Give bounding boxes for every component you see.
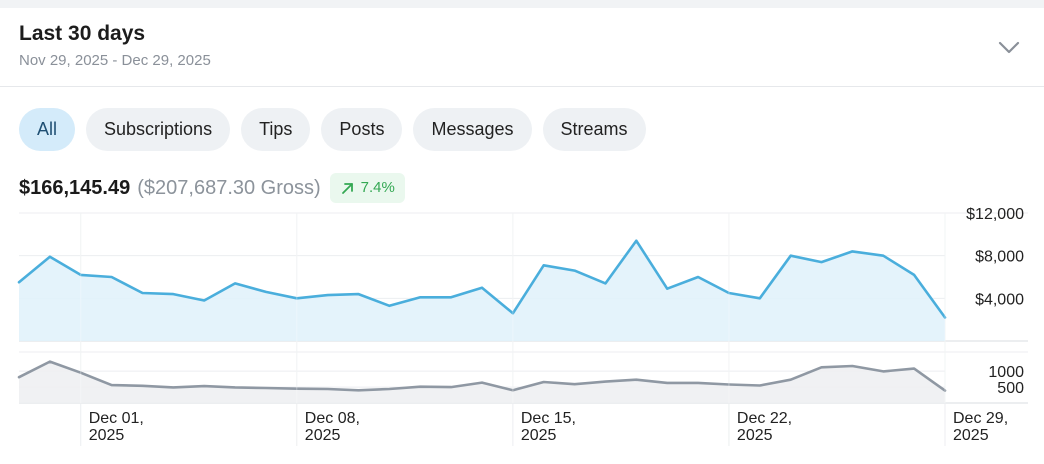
count-series-line bbox=[17, 360, 947, 392]
count-y-tick-label: 500 bbox=[997, 380, 1024, 397]
net-earnings: $166,145.49 bbox=[19, 176, 131, 199]
earnings-y-tick-label: $4,000 bbox=[975, 291, 1024, 308]
chip-subscriptions[interactable]: Subscriptions bbox=[86, 108, 231, 151]
arrow-up-right-icon bbox=[341, 182, 353, 194]
earnings-y-tick-label: $12,000 bbox=[966, 206, 1024, 223]
x-tick-label-year: 2025 bbox=[737, 427, 773, 444]
top-strip bbox=[0, 0, 1044, 8]
x-tick-label-year: 2025 bbox=[305, 427, 341, 444]
earnings-series-line bbox=[17, 239, 947, 319]
x-tick-label-day: Dec 22, bbox=[737, 410, 792, 427]
x-tick-label-day: Dec 15, bbox=[521, 410, 576, 427]
change-badge: 7.4% bbox=[329, 173, 405, 203]
x-tick-label-day: Dec 29, bbox=[953, 410, 1008, 427]
chip-messages[interactable]: Messages bbox=[413, 108, 532, 151]
count-area bbox=[19, 361, 945, 403]
earnings-area bbox=[19, 240, 945, 341]
gross-earnings: ($207,687.30 Gross) bbox=[137, 176, 321, 199]
count-y-tick-label: 1000 bbox=[988, 364, 1024, 381]
earnings-y-tick-label: $8,000 bbox=[975, 249, 1024, 266]
change-percent: 7.4% bbox=[360, 179, 395, 196]
chip-posts[interactable]: Posts bbox=[321, 108, 403, 151]
chip-tips[interactable]: Tips bbox=[241, 108, 311, 151]
chevron-down-icon[interactable] bbox=[994, 36, 1024, 58]
x-tick-label-year: 2025 bbox=[953, 427, 989, 444]
date-range: Nov 29, 2025 - Dec 29, 2025 bbox=[19, 52, 211, 69]
filter-chips: All Subscriptions Tips Posts Messages St… bbox=[19, 108, 646, 151]
x-tick-label-year: 2025 bbox=[89, 427, 125, 444]
period-selector[interactable]: Last 30 days Nov 29, 2025 - Dec 29, 2025 bbox=[0, 8, 1044, 87]
x-tick-label-day: Dec 08, bbox=[305, 410, 360, 427]
chip-all[interactable]: All bbox=[19, 108, 76, 151]
x-tick-label-year: 2025 bbox=[521, 427, 557, 444]
period-title: Last 30 days bbox=[19, 22, 146, 45]
x-tick-label-day: Dec 01, bbox=[89, 410, 144, 427]
earnings-summary: $166,145.49 ($207,687.30 Gross) 7.4% bbox=[19, 172, 405, 204]
chip-streams[interactable]: Streams bbox=[542, 108, 646, 151]
